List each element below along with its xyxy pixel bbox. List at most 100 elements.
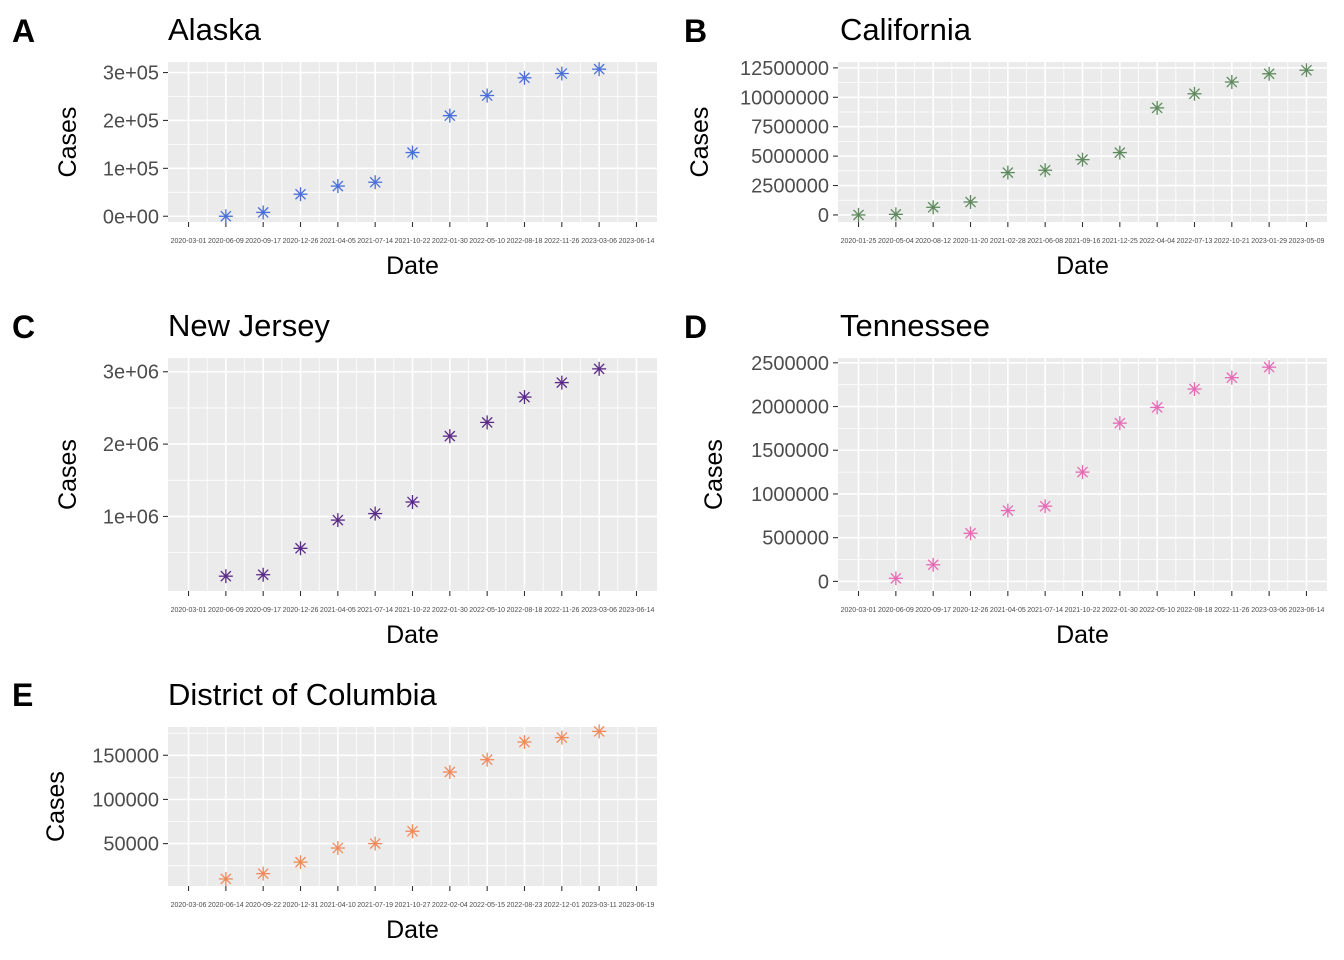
data-point	[480, 415, 495, 430]
x-tick-label: 2021-07-14	[357, 238, 393, 245]
data-point	[442, 108, 457, 123]
x-tick-label: 2022-08-23	[507, 902, 543, 909]
data-point	[554, 66, 569, 81]
y-axis-title: Cases	[700, 439, 728, 510]
x-tick-label: 2021-12-25	[1102, 238, 1138, 245]
y-tick-label: 1e+05	[103, 158, 159, 180]
y-axis-title: Cases	[54, 107, 82, 178]
x-tick-label: 2020-01-25	[841, 238, 877, 245]
x-tick-label: 2021-07-14	[1027, 607, 1063, 614]
x-tick-label: 2021-04-05	[320, 238, 356, 245]
x-tick-label: 2020-09-17	[245, 238, 281, 245]
x-tick-label: 2022-01-30	[432, 238, 468, 245]
panel-tag: C	[12, 309, 35, 345]
data-point	[963, 195, 978, 209]
data-point	[480, 752, 495, 767]
x-tick-label: 2020-06-09	[878, 607, 914, 614]
data-point	[1000, 165, 1015, 180]
y-axis-title: Cases	[54, 439, 82, 510]
chart-title: District of Columbia	[168, 677, 437, 712]
x-tick-label: 2020-09-17	[915, 607, 951, 614]
x-tick-label: 2022-10-21	[1214, 238, 1250, 245]
data-point	[1150, 100, 1165, 115]
y-tick-label: 1e+06	[103, 506, 159, 528]
data-point	[592, 62, 607, 77]
x-tick-label: 2020-03-06	[171, 902, 207, 909]
x-tick-label: 2023-05-09	[1289, 238, 1325, 245]
data-point	[554, 730, 569, 745]
x-tick-label: 2022-01-30	[1102, 607, 1138, 614]
data-point	[330, 179, 345, 194]
x-tick-label: 2020-12-26	[283, 238, 319, 245]
data-point	[926, 200, 941, 215]
x-tick-label: 2022-01-30	[432, 607, 468, 614]
y-tick-label: 2000000	[751, 397, 829, 419]
data-point	[256, 567, 271, 582]
x-tick-label: 2023-01-29	[1251, 238, 1287, 245]
data-point	[1187, 86, 1202, 101]
data-point	[1187, 382, 1202, 397]
panel-tag: B	[684, 13, 707, 49]
data-point	[1075, 152, 1090, 167]
data-point	[1299, 63, 1314, 78]
data-point	[1038, 163, 1053, 178]
x-tick-label: 2023-06-14	[1289, 607, 1325, 614]
x-tick-label: 2022-08-18	[507, 238, 543, 245]
x-tick-label: 2022-11-26	[544, 238, 579, 245]
x-tick-label: 2020-12-26	[283, 607, 319, 614]
x-tick-label: 2020-09-17	[245, 607, 281, 614]
x-tick-label: 2022-05-10	[1139, 607, 1175, 614]
x-tick-label: 2021-10-22	[1065, 607, 1101, 614]
x-tick-label: 2021-04-05	[990, 607, 1026, 614]
x-tick-label: 2020-12-31	[283, 902, 319, 909]
x-tick-label: 2023-06-14	[619, 238, 655, 245]
y-tick-label: 0	[818, 571, 829, 593]
data-point	[888, 207, 903, 222]
data-point	[926, 557, 941, 572]
data-point	[1224, 75, 1239, 89]
data-point	[218, 569, 233, 584]
x-tick-label: 2021-09-16	[1065, 238, 1101, 245]
y-tick-label: 0e+00	[103, 206, 159, 228]
data-point	[1038, 499, 1053, 514]
x-tick-label: 2022-08-18	[1177, 607, 1213, 614]
data-point	[256, 866, 271, 881]
x-tick-label: 2020-05-04	[878, 238, 914, 245]
x-tick-label: 2021-10-27	[395, 902, 431, 909]
chart-title: New Jersey	[168, 308, 330, 343]
x-tick-label: 2023-06-19	[619, 902, 655, 909]
y-tick-label: 12500000	[740, 58, 829, 80]
chart-title: California	[840, 12, 972, 47]
chart-title: Tennessee	[840, 308, 990, 343]
y-tick-label: 3e+05	[103, 63, 159, 85]
x-tick-label: 2020-12-26	[953, 607, 989, 614]
y-tick-label: 2500000	[751, 353, 829, 375]
y-axis-title: Cases	[686, 107, 714, 178]
data-point	[1262, 360, 1277, 375]
chart-title: Alaska	[168, 12, 262, 47]
x-tick-label: 2020-06-14	[208, 902, 244, 909]
x-tick-label: 2023-06-14	[619, 607, 655, 614]
y-tick-label: 7500000	[751, 117, 829, 139]
y-tick-label: 50000	[103, 834, 159, 856]
data-point	[592, 724, 607, 739]
chart-panel-c: C New Jersey 1e+06 2e+06 3e+06 2020-03-01 2020…	[12, 308, 657, 649]
chart-panel-b: B California 0 2500000 5000000 7500000 1000000…	[684, 12, 1327, 280]
panel-tag: A	[12, 13, 35, 49]
data-point	[1075, 465, 1090, 480]
y-tick-label: 5000000	[751, 146, 829, 168]
data-point	[851, 207, 866, 222]
data-point	[963, 526, 978, 541]
y-tick-label: 2e+06	[103, 434, 159, 456]
x-tick-label: 2020-03-01	[171, 607, 207, 614]
y-tick-label: 2e+05	[103, 110, 159, 132]
x-tick-label: 2021-10-22	[395, 238, 431, 245]
x-axis-title: Date	[386, 621, 439, 649]
x-axis-title: Date	[1056, 621, 1109, 649]
data-point	[442, 429, 457, 444]
x-tick-label: 2020-09-22	[245, 902, 281, 909]
y-tick-label: 3e+06	[103, 362, 159, 384]
data-point	[368, 506, 383, 521]
x-tick-label: 2023-03-11	[581, 902, 616, 909]
